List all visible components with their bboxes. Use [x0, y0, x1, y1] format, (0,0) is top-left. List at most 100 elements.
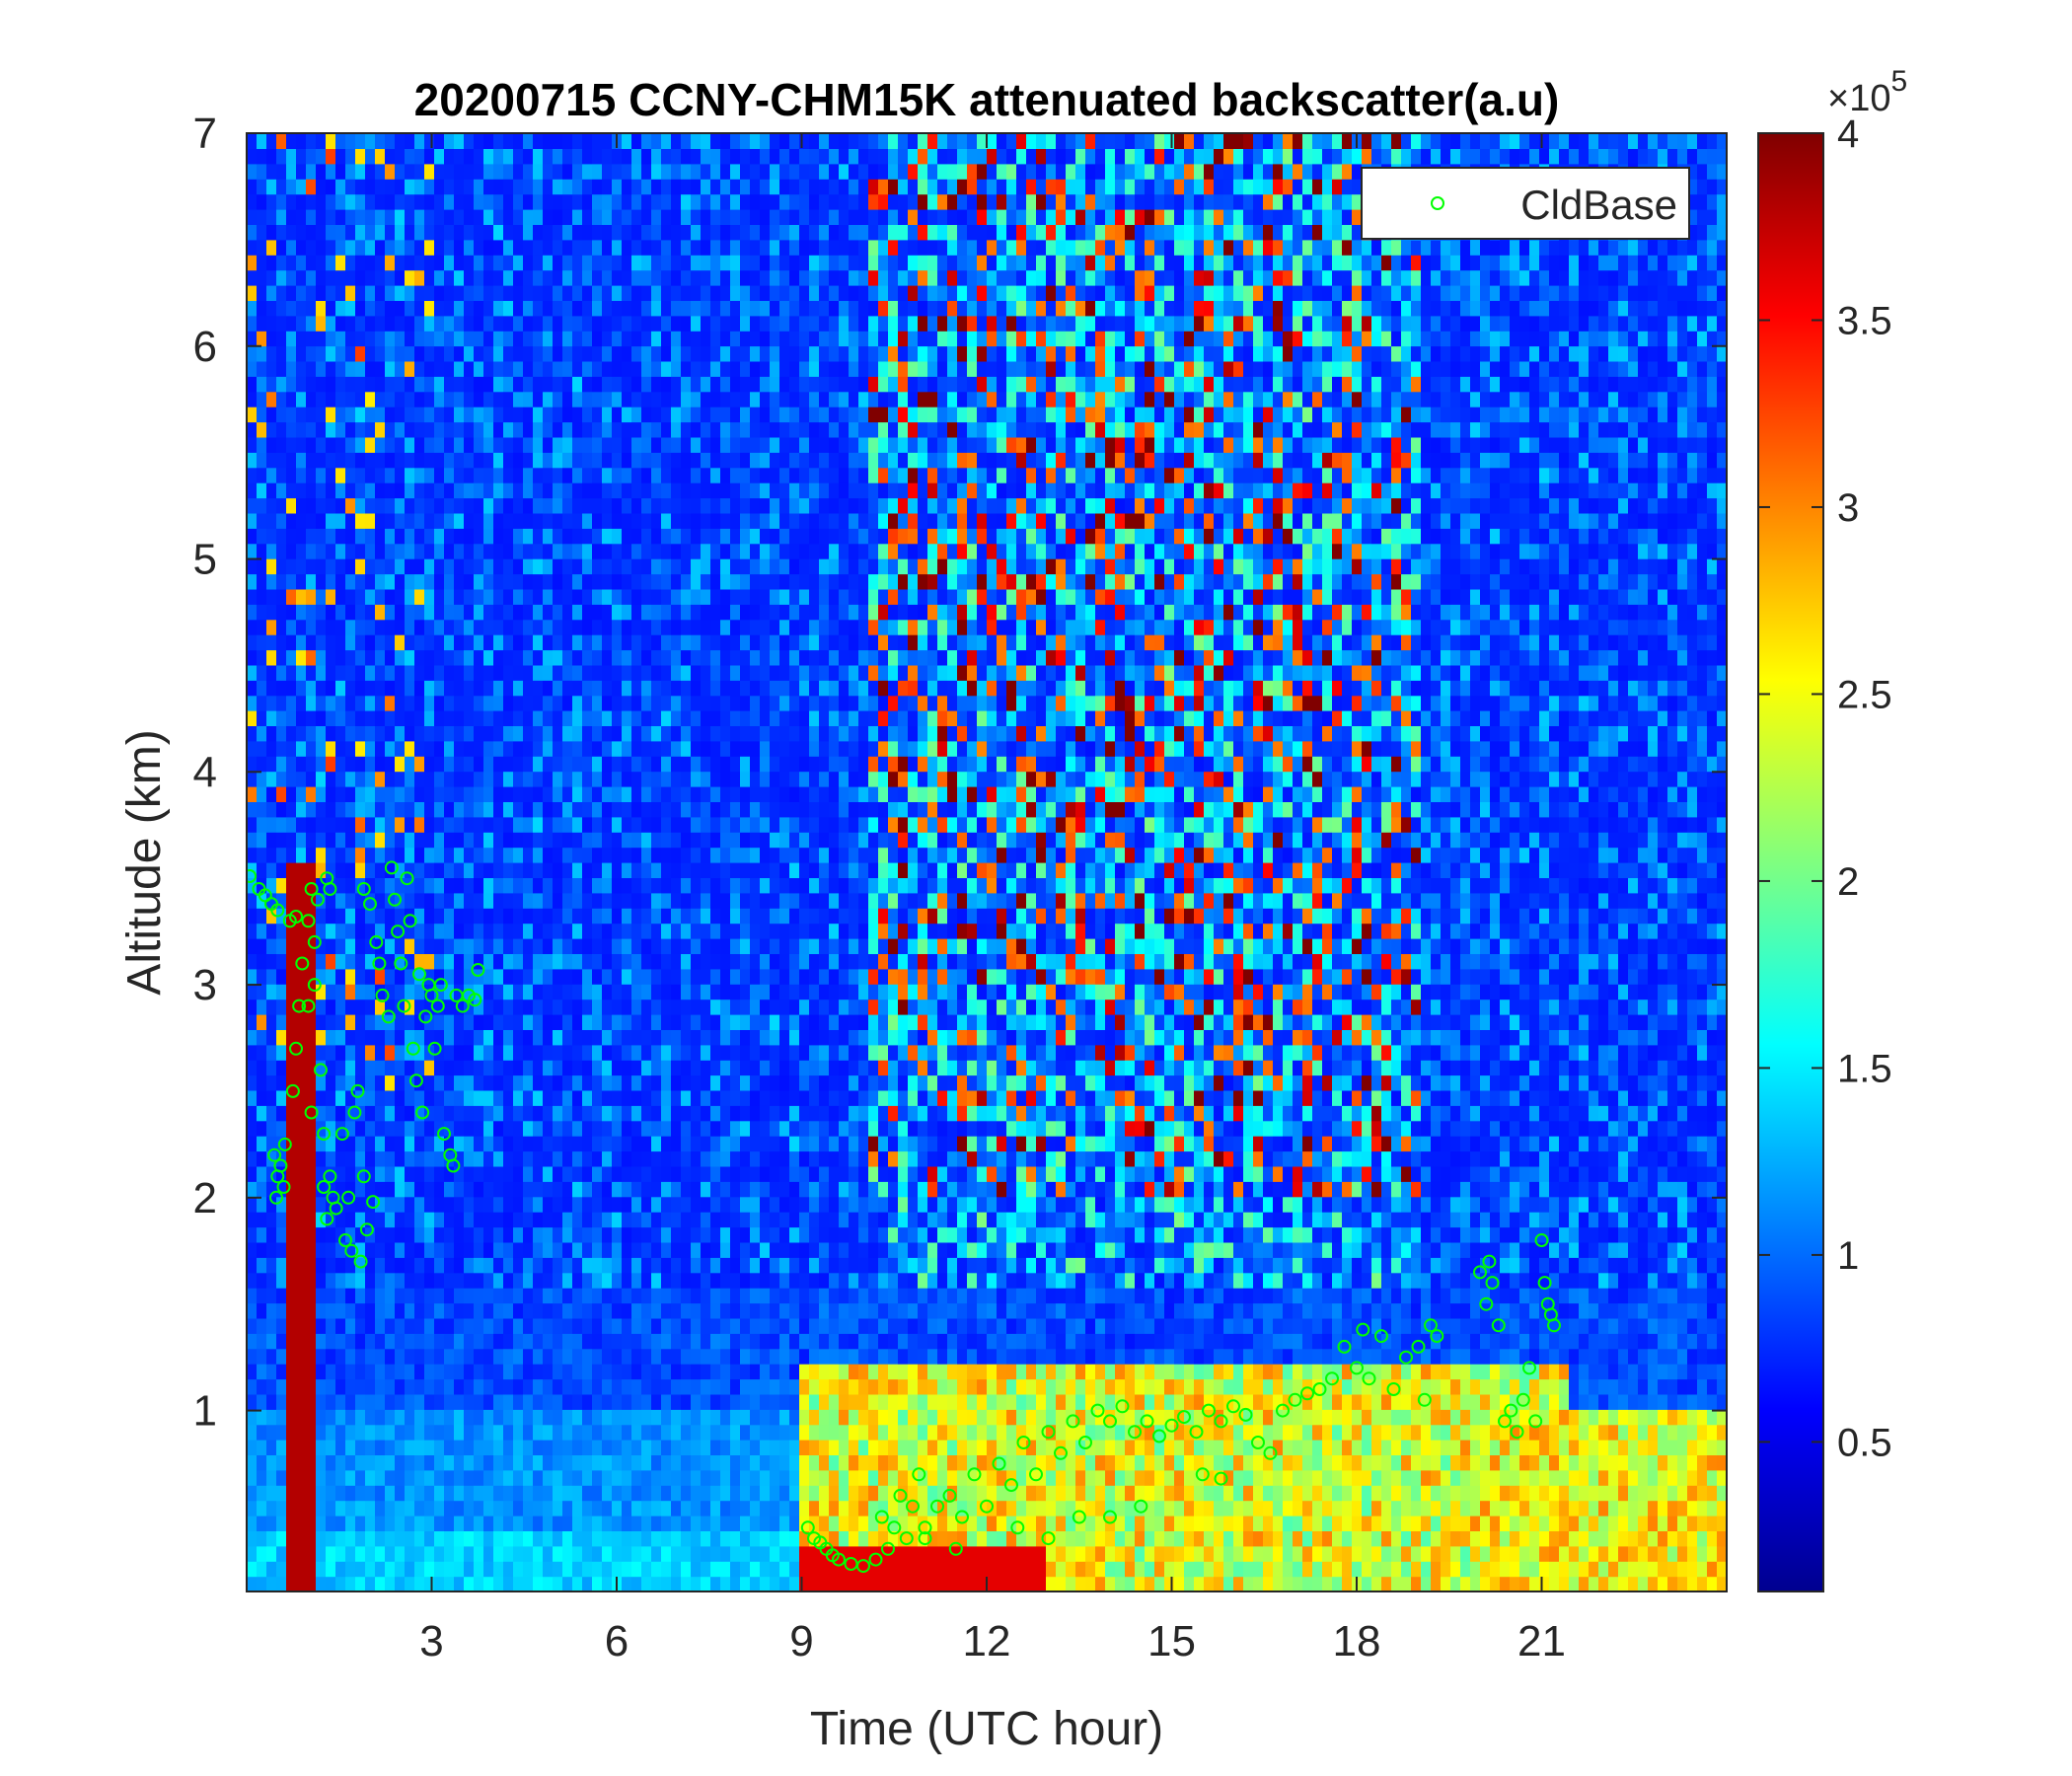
- y-axis-label: Altitude (km): [118, 729, 171, 995]
- cldbase-marker: [1312, 1382, 1327, 1396]
- cldbase-marker: [1072, 1510, 1086, 1524]
- cldbase-marker: [918, 1520, 932, 1535]
- cldbase-marker: [295, 956, 310, 971]
- colorbar-tick-label: 3.5: [1837, 299, 1892, 342]
- cldbase-marker: [307, 978, 322, 993]
- cldbase-marker: [1337, 1339, 1352, 1354]
- cldbase-marker: [1386, 1382, 1401, 1396]
- cldbase-marker: [1214, 1471, 1228, 1486]
- cldbase-marker: [350, 1083, 365, 1098]
- cldbase-marker: [301, 914, 316, 928]
- x-tick-label: 21: [1517, 1617, 1566, 1665]
- colorbar-multiplier-exponent: 5: [1890, 65, 1907, 98]
- cldbase-marker: [1430, 1329, 1444, 1344]
- cldbase-marker: [942, 1488, 957, 1503]
- cldbase-marker: [320, 1212, 334, 1226]
- cldbase-marker: [992, 1456, 1006, 1471]
- cldbase-marker: [381, 1009, 396, 1024]
- cldbase-marker: [304, 882, 319, 896]
- colorbar-tick-label: 2.5: [1837, 673, 1892, 716]
- cldbase-marker: [307, 934, 322, 949]
- cldbase-marker: [314, 1063, 328, 1077]
- x-axis: 3 6 9 12 15 18 21: [419, 133, 1566, 1665]
- cldbase-marker: [1103, 1414, 1117, 1429]
- cldbase-marker: [384, 860, 399, 875]
- cldbase-marker: [292, 999, 307, 1013]
- cldbase-marker: [1029, 1467, 1043, 1482]
- colorbar-ticks: 0.5 1 1.5 2 2.5 3 3.5 4: [1758, 112, 1892, 1464]
- cldbase-marker: [1164, 1418, 1179, 1433]
- cldbase-marker: [1522, 1361, 1536, 1375]
- cldbase-marker: [1534, 1233, 1549, 1247]
- cldbase-marker: [1528, 1414, 1543, 1429]
- x-tick-label: 15: [1147, 1617, 1196, 1665]
- cldbase-marker: [955, 1510, 969, 1524]
- cldbase-marker: [868, 1552, 883, 1567]
- cldbase-marker: [1251, 1436, 1265, 1449]
- cldbase-marker: [1276, 1403, 1290, 1418]
- cldbase-marker: [1238, 1407, 1253, 1422]
- y-tick-label: 1: [193, 1387, 217, 1436]
- cldbase-marker: [1202, 1403, 1216, 1418]
- cldbase-marker: [1473, 1265, 1487, 1280]
- cldbase-marker: [1189, 1425, 1204, 1440]
- cldbase-marker: [403, 914, 417, 928]
- cldbase-marker: [323, 1169, 337, 1184]
- cldbase-marker: [1537, 1276, 1552, 1291]
- cldbase-marker: [1411, 1339, 1426, 1354]
- cldbase-marker: [1066, 1414, 1080, 1429]
- cldbase-marker: [270, 903, 285, 918]
- cldbase-marker: [1547, 1318, 1561, 1333]
- y-tick-label: 4: [193, 748, 217, 796]
- cldbase-marker: [1078, 1436, 1092, 1449]
- x-tick-label: 6: [605, 1617, 629, 1665]
- cldbase-marker: [397, 999, 411, 1013]
- cldbase-marker: [408, 1073, 423, 1088]
- cldbase-marker: [1214, 1414, 1228, 1429]
- colorbar-tick-label: 1.5: [1837, 1047, 1892, 1090]
- cldbase-marker: [289, 910, 303, 924]
- cldbase-marker: [948, 1541, 963, 1556]
- cldbase-marker: [310, 892, 325, 907]
- y-tick-label: 6: [193, 323, 217, 371]
- cldbase-marker: [301, 999, 316, 1013]
- cldbase-marker: [455, 999, 470, 1013]
- y-tick-label: 2: [193, 1174, 217, 1222]
- colorbar-tick-label: 0.5: [1837, 1421, 1892, 1464]
- x-tick-label: 18: [1333, 1617, 1381, 1665]
- backscatter-heatmap: [247, 133, 1727, 1591]
- cldbase-marker: [334, 1127, 349, 1142]
- cldbase-marker: [418, 1009, 433, 1024]
- cldbase-marker: [1288, 1392, 1302, 1407]
- colorbar: 0.5 1 1.5 2 2.5 3 3.5 4 ×105: [1757, 65, 1907, 1592]
- cldbase-marker: [267, 1147, 282, 1162]
- cldbase-marker: [372, 956, 387, 971]
- cldbase-marker: [918, 1531, 932, 1546]
- cldbase-marker: [356, 882, 371, 896]
- cldbase-marker: [277, 1137, 292, 1151]
- cldbase-marker: [468, 993, 482, 1007]
- cldbase-marker: [323, 882, 337, 896]
- cldbase-marker: [1152, 1429, 1166, 1443]
- x-tick-label: 3: [419, 1617, 443, 1665]
- cldbase-marker: [1325, 1371, 1339, 1386]
- cldbase-marker: [1263, 1445, 1278, 1460]
- cldbase-marker: [930, 1499, 944, 1514]
- colorbar-tick-label: 3: [1837, 486, 1859, 530]
- cldbase-marker: [317, 1127, 332, 1142]
- cldbase-marker: [375, 988, 390, 1002]
- cldbase-marker: [912, 1467, 926, 1482]
- cldbase-marker: [1399, 1350, 1413, 1365]
- cldbase-marker: [412, 967, 426, 982]
- cldbase-marker: [269, 1190, 283, 1205]
- colorbar-tick-label: 1: [1837, 1234, 1859, 1278]
- cldbase-marker: [1128, 1425, 1142, 1440]
- x-axis-label: Time (UTC hour): [810, 1703, 1163, 1755]
- y-axis: 1 2 3 4 5 6 7: [193, 110, 1727, 1436]
- cldbase-marker: [366, 1195, 381, 1210]
- colorbar-tick-label: 4: [1837, 112, 1859, 156]
- cldbase-marker: [391, 925, 406, 939]
- cldbase-marker: [273, 1158, 288, 1173]
- cldbase-marker: [406, 1041, 420, 1056]
